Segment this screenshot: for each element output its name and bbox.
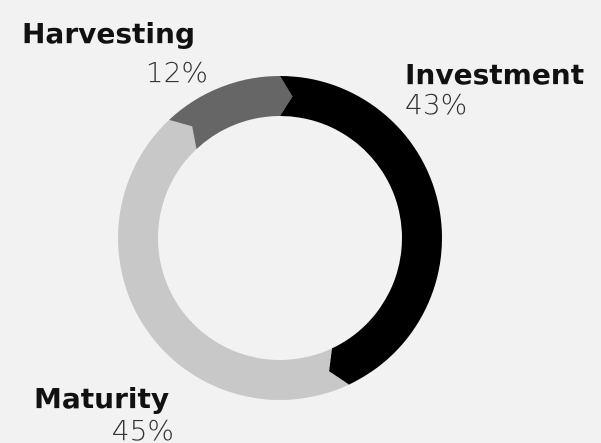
donut-segment [118, 119, 349, 401]
segment-value-label: 45% [112, 414, 174, 443]
segment-label: Investment [405, 58, 584, 91]
donut [118, 76, 442, 401]
segment-value-label: 12% [146, 56, 208, 89]
segment-value-label: 43% [405, 88, 467, 121]
segment-label: Maturity [34, 382, 169, 415]
donut-segment [280, 76, 442, 385]
segment-label: Harvesting [22, 17, 195, 50]
donut-segment [169, 76, 293, 150]
